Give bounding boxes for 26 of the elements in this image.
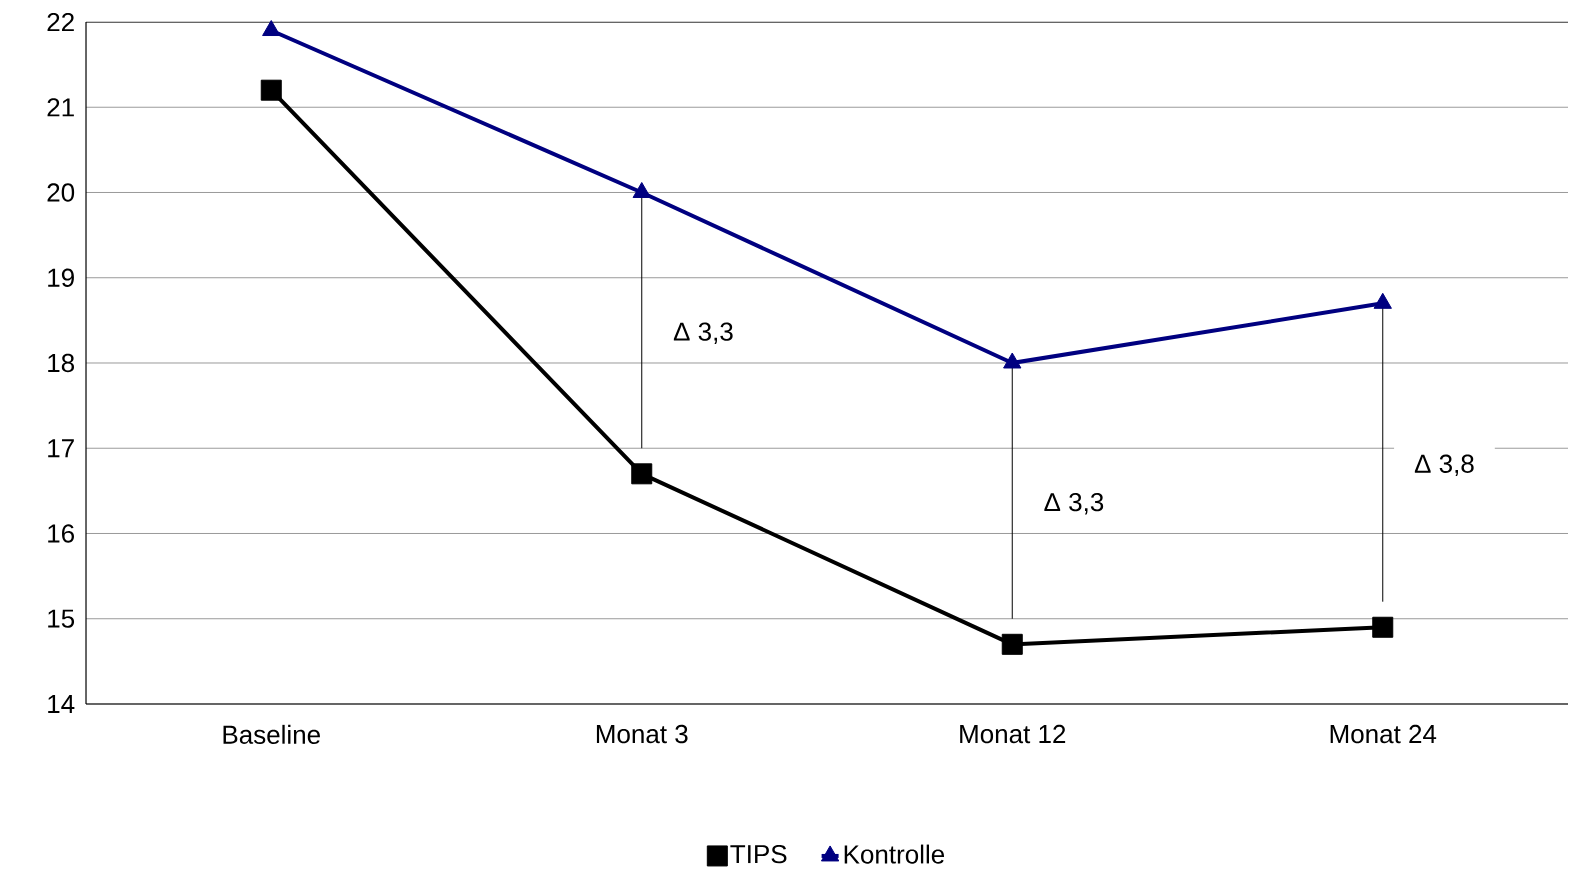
annotation: Δ 3,8 (1414, 454, 1474, 477)
annotation: Δ 3,3 (673, 322, 733, 344)
y-tick-label: 19 (48, 268, 74, 287)
point (1001, 633, 1023, 655)
legend-label: Kontrolle (844, 844, 945, 864)
annotation: Δ 3,3 (1044, 492, 1104, 515)
point (1003, 352, 1022, 369)
x-tick-label: Baseline (223, 724, 320, 744)
x-tick-label: Monat 24 (1330, 724, 1437, 744)
point (260, 79, 282, 101)
x-tick-label: Monat 12 (960, 724, 1066, 744)
point (1373, 292, 1392, 309)
y-tick-label: 15 (48, 609, 75, 628)
point (1372, 616, 1394, 638)
x-tick-label: Monat 3 (596, 724, 688, 744)
point (262, 20, 281, 37)
y-tick-label: 16 (48, 524, 74, 543)
legend-label: TIPS (730, 844, 787, 864)
y-tick-label: 21 (47, 98, 74, 117)
y-tick-label: 14 (48, 695, 75, 713)
y-tick-label: 17 (48, 439, 74, 458)
point (632, 181, 651, 198)
point (631, 463, 653, 485)
y-tick-label: 18 (48, 353, 75, 373)
y-tick-label: 22 (47, 12, 74, 32)
y-tick-label: 20 (47, 183, 75, 202)
